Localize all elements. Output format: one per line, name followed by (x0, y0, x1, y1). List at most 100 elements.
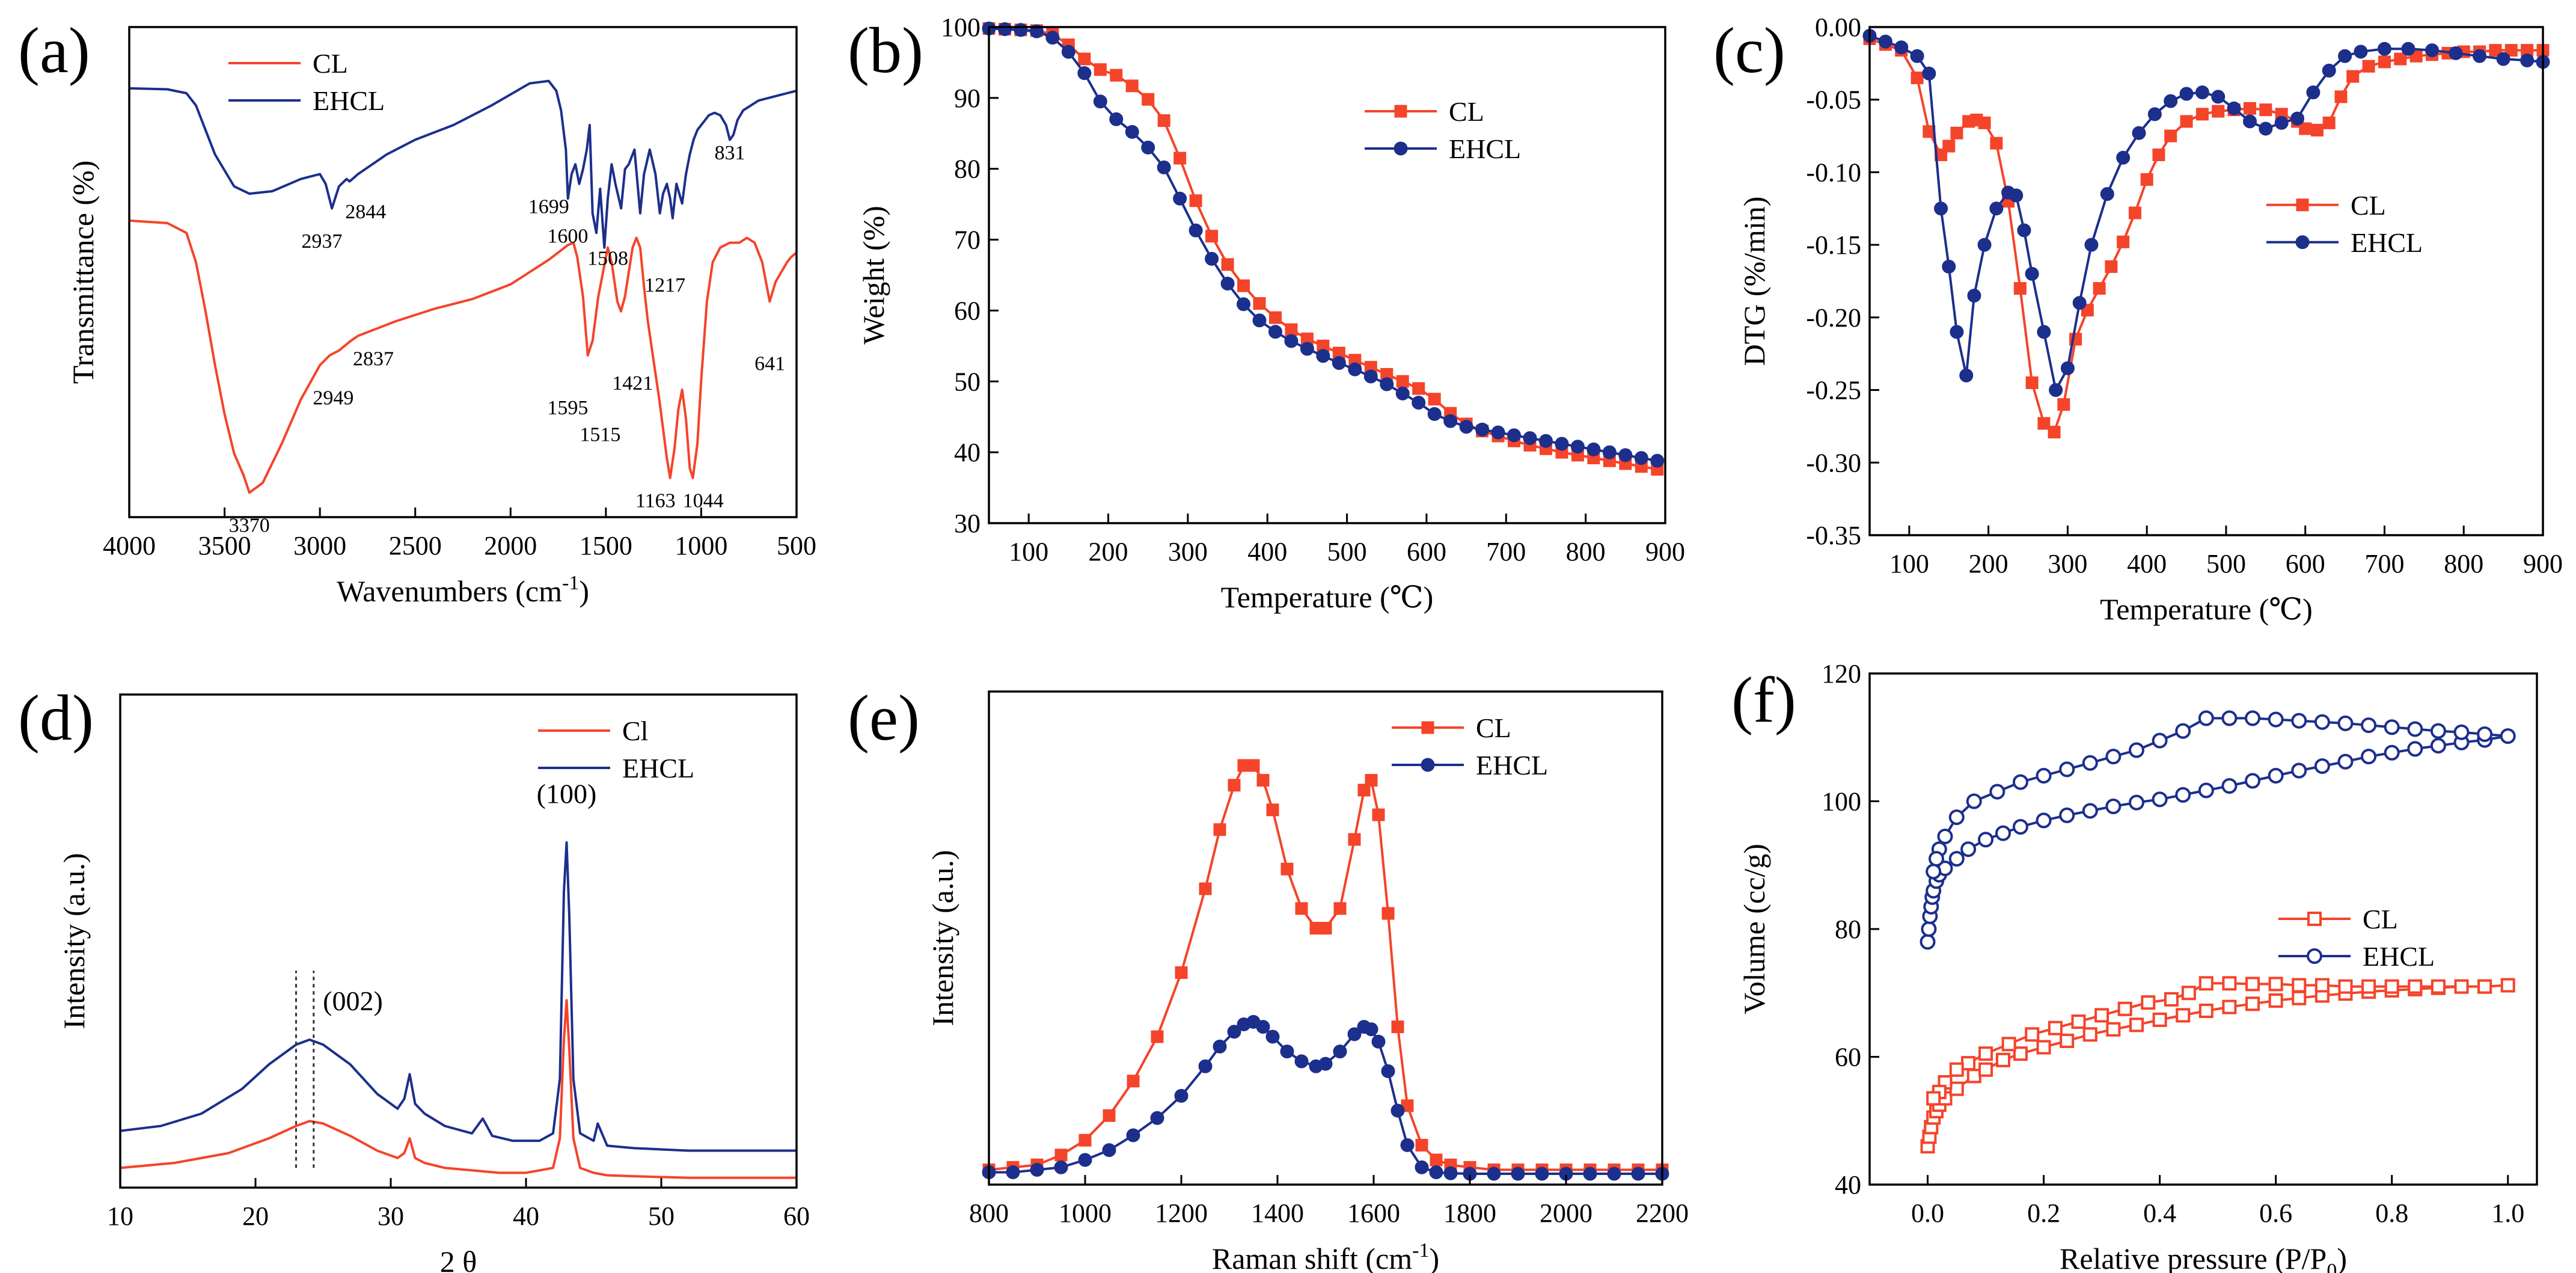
y-tick-label: -0.25 (1806, 376, 1861, 405)
data-point (2013, 282, 2027, 295)
peak-annotation: 1163 (635, 490, 676, 512)
x-tick-label: 800 (1566, 537, 1606, 566)
data-point (2152, 1012, 2167, 1027)
legend-marker (2307, 948, 2322, 964)
data-point (2181, 986, 2196, 1001)
panel-label: (b) (848, 15, 923, 87)
x-axis-label: Temperature (℃) (2100, 592, 2313, 626)
x-tick-label: 1600 (1347, 1198, 1400, 1228)
legend-marker (1394, 105, 1407, 118)
data-point (2268, 711, 2284, 728)
data-point (2310, 123, 2324, 137)
data-point (1094, 63, 1107, 76)
data-point (2500, 978, 2515, 993)
x-tick-label: 60 (783, 1201, 810, 1231)
data-point (1237, 297, 1251, 311)
data-point (2425, 43, 2440, 58)
data-point (1602, 445, 1617, 459)
data-point (1415, 1160, 1429, 1174)
panel-e: (e) 800 1000 1200 1400 1600 1800 2000 2200 Raman … (848, 683, 1689, 1273)
data-point (2268, 977, 2283, 992)
data-point (2164, 129, 2177, 143)
data-point (1989, 201, 2004, 216)
data-point (1942, 140, 1956, 153)
data-point (1415, 1138, 1428, 1152)
data-point (1910, 49, 1924, 63)
peak-annotation: 1699 (528, 196, 569, 218)
x-tick-label: 700 (1486, 537, 1526, 566)
data-point (1961, 1056, 1976, 1071)
data-point (2306, 85, 2321, 100)
data-point (2520, 54, 2535, 68)
data-point (2132, 126, 2146, 140)
data-point (2128, 206, 2141, 219)
y-tick-label: -0.35 (1806, 521, 1861, 550)
data-point (1294, 1054, 1309, 1069)
y-tick-label: -0.15 (1806, 230, 1861, 260)
legend: CL EHCL (228, 48, 385, 116)
legend-label: EHCL (2351, 227, 2423, 258)
data-point (1429, 1165, 1443, 1179)
data-point (1412, 382, 1425, 395)
y-tick-label: 60 (954, 296, 981, 325)
data-point (2175, 787, 2191, 803)
data-point (1926, 1091, 1941, 1106)
data-point (1045, 31, 1060, 45)
data-point (1078, 1153, 1092, 1167)
data-point (1078, 52, 1091, 66)
data-point (1396, 375, 1409, 388)
data-point (1256, 774, 1270, 787)
data-point (2013, 1046, 2028, 1061)
y-tick-label: 100 (941, 13, 981, 42)
x-tick-label: 300 (1168, 537, 1208, 566)
series-ehcl (120, 841, 797, 1152)
y-tick-label: -0.20 (1806, 303, 1861, 333)
data-point (2152, 732, 2168, 749)
series-line-cl (988, 27, 1658, 471)
data-point (1631, 1167, 1645, 1181)
y-tick-label: 30 (954, 509, 981, 538)
legend-marker (1394, 141, 1408, 156)
data-point (1014, 23, 1028, 37)
data-point (1391, 1020, 1404, 1034)
peak-annotation: 1595 (547, 397, 588, 419)
y-tick-label: 80 (954, 155, 981, 184)
legend-marker (1421, 758, 1435, 772)
data-point (1141, 140, 1155, 155)
data-point (2431, 979, 2446, 994)
data-point (1475, 422, 1490, 437)
data-point (1228, 779, 1241, 792)
data-point (1959, 368, 1974, 382)
y-axis-label: Transmittance (%) (66, 161, 100, 384)
data-point (2060, 1033, 2075, 1048)
legend: CL EHCL (2266, 190, 2423, 258)
data-point (1960, 841, 1977, 857)
data-point (1372, 808, 1385, 821)
legend-marker (1421, 721, 1434, 734)
panel-label: (a) (18, 15, 90, 87)
data-point (2012, 774, 2028, 790)
data-point (1929, 851, 1944, 867)
data-point (2036, 812, 2052, 829)
data-point (1127, 1075, 1140, 1088)
data-point (2338, 49, 2352, 63)
y-axis-label: DTG (%/min) (1737, 197, 1771, 366)
x-tick-label: 4000 (103, 531, 156, 560)
data-point (2362, 60, 2375, 73)
data-point (1318, 1057, 1333, 1071)
data-point (2245, 977, 2260, 992)
data-point (2195, 85, 2209, 100)
series-cl (982, 759, 1669, 1176)
series-ehcl (982, 1014, 1669, 1181)
data-point (2449, 46, 2463, 60)
data-point (2245, 773, 2261, 789)
data-point (2025, 376, 2039, 389)
peak-annotation: 1044 (683, 490, 724, 512)
legend-marker (2296, 198, 2309, 212)
data-point (1878, 34, 1892, 49)
legend-label: Cl (622, 716, 648, 746)
peak-annotation: 1217 (644, 274, 685, 296)
data-point (2346, 70, 2360, 83)
data-point (2164, 992, 2179, 1007)
